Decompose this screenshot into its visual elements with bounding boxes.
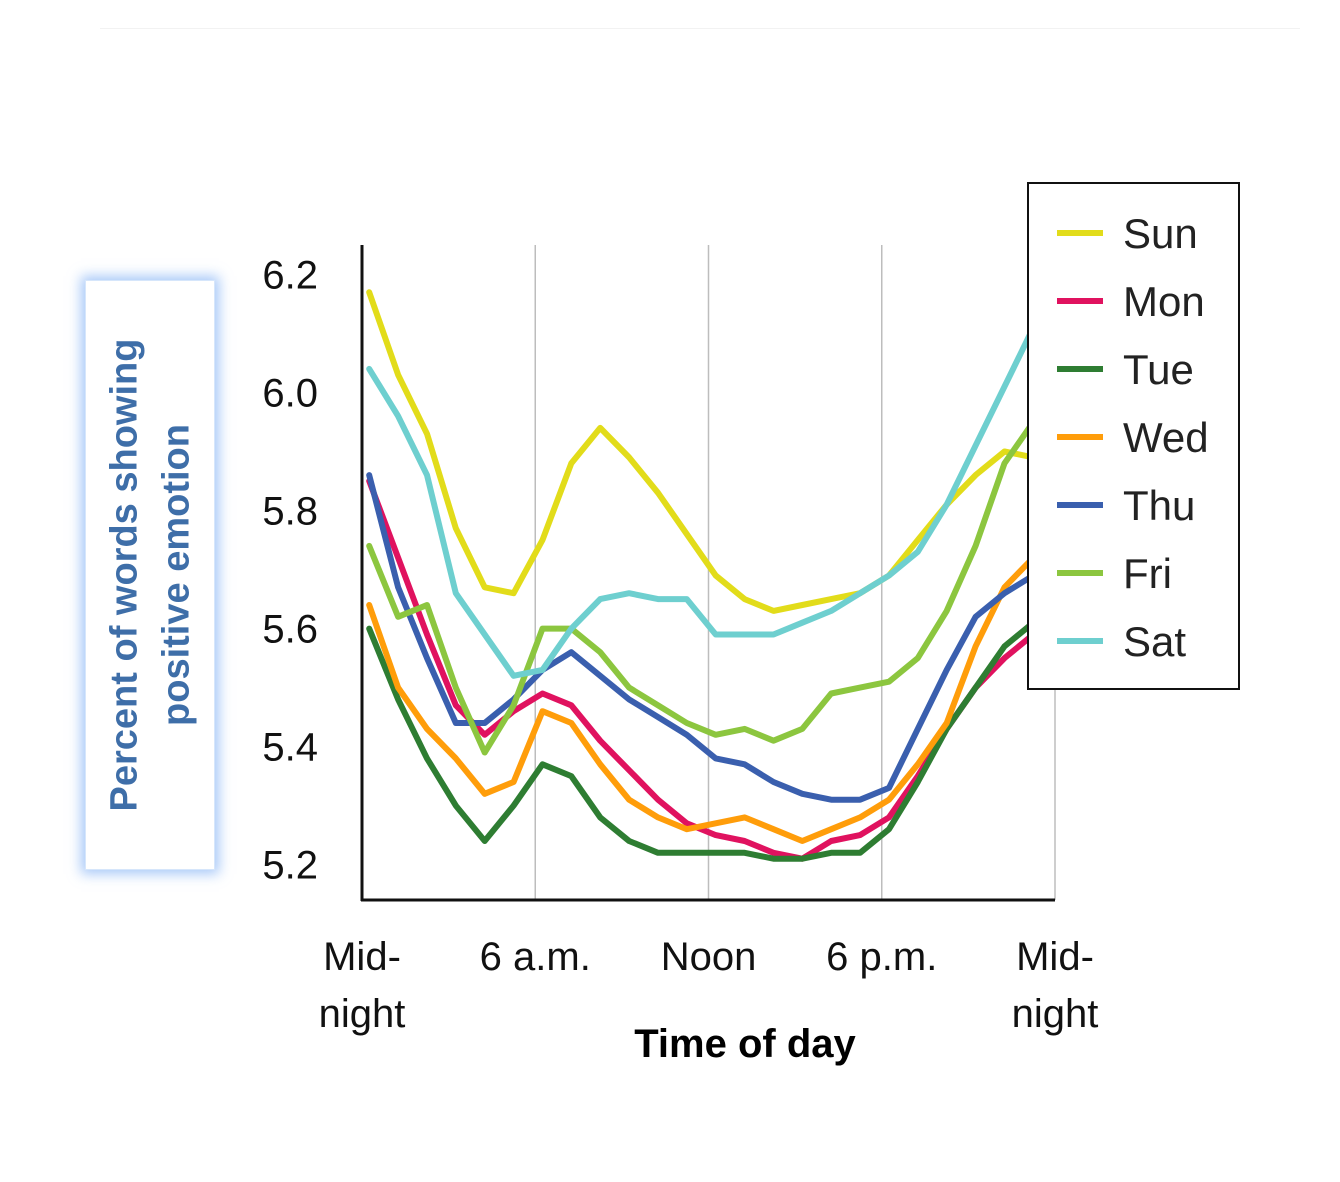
x-tick-labels: Mid-night 6 a.m. Noon 6 p.m. Mid-night [319,935,1099,1036]
x-tick-label: 6 p.m. [826,935,937,979]
series-line-fri [366,419,1037,756]
legend-label: Tue [1123,346,1194,393]
y-tick-label: 5.2 [262,844,318,888]
series-line-sun [366,289,1037,614]
x-tick-label: Noon [661,935,757,979]
y-tick-label: 5.4 [262,726,318,770]
legend-label: Sun [1123,210,1198,257]
grid-lines [534,245,1056,900]
top-divider [100,28,1300,29]
series-lines [366,289,1037,862]
y-tick-label: 5.8 [262,490,318,534]
series-line-wed [366,554,1037,844]
y-tick-label: 6.2 [262,254,318,298]
y-axis-label-box: Percent of words showing positive emotio… [85,280,215,870]
x-tick-label: 6 a.m. [480,935,591,979]
x-tick-label: Mid-night [1012,935,1099,1036]
y-tick-label: 6.0 [262,372,318,416]
legend-label: Sat [1123,618,1186,665]
legend-label: Thu [1123,482,1195,529]
y-tick-label: 5.6 [262,608,318,652]
legend-label: Fri [1123,550,1172,597]
legend-label: Wed [1123,414,1209,461]
axes [360,245,1055,902]
x-tick-label: Mid-night [319,935,406,1036]
series-line-tue [366,619,1037,862]
series-line-sat [366,324,1037,679]
legend: Sun Mon Tue Wed Thu Fri Sat [1027,182,1240,690]
series-line-mon [366,478,1037,862]
y-tick-labels: 5.2 5.4 5.6 5.8 6.0 6.2 [262,254,318,888]
series-line-thu [366,472,1037,803]
legend-label: Mon [1123,278,1205,325]
x-axis-title: Time of day [634,1022,856,1066]
